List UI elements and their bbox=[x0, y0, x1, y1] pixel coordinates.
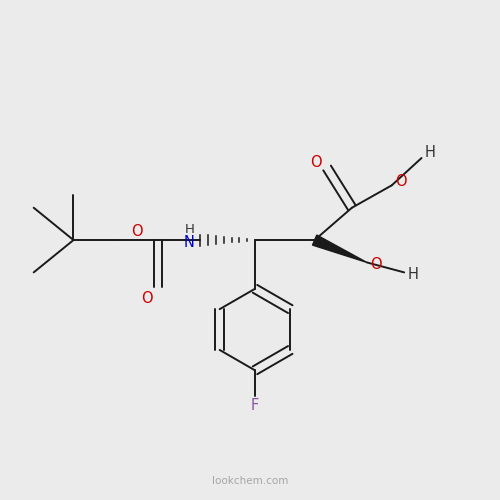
Text: O: O bbox=[395, 174, 406, 189]
Text: lookchem.com: lookchem.com bbox=[212, 476, 288, 486]
Text: F: F bbox=[251, 398, 259, 412]
Text: O: O bbox=[131, 224, 142, 238]
Text: N: N bbox=[184, 235, 195, 250]
Text: O: O bbox=[370, 258, 382, 272]
Polygon shape bbox=[312, 235, 367, 262]
Text: H: H bbox=[408, 268, 418, 282]
Text: H: H bbox=[425, 144, 436, 160]
Text: O: O bbox=[142, 290, 153, 306]
Text: O: O bbox=[310, 156, 322, 170]
Text: H: H bbox=[184, 222, 194, 235]
